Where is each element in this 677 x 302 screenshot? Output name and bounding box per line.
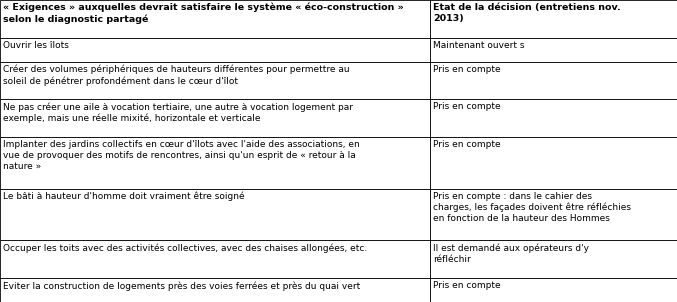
Text: Occuper les toits avec des activités collectives, avec des chaises allongées, et: Occuper les toits avec des activités col…: [3, 243, 367, 253]
Text: Implanter des jardins collectifs en cœur d'îlots avec l'aide des associations, e: Implanter des jardins collectifs en cœur…: [3, 140, 359, 171]
Text: Pris en compte : dans le cahier des
charges, les façades doivent être réfléchies: Pris en compte : dans le cahier des char…: [433, 192, 631, 223]
Text: Pris en compte: Pris en compte: [433, 281, 500, 290]
Bar: [430, 240, 677, 278]
Text: Pris en compte: Pris en compte: [433, 140, 500, 149]
Bar: [430, 99, 677, 137]
Bar: [0, 137, 430, 189]
Text: Maintenant ouvert s: Maintenant ouvert s: [433, 41, 525, 50]
Text: Etat de la décision (entretiens nov.
2013): Etat de la décision (entretiens nov. 201…: [433, 3, 621, 23]
Bar: [0, 240, 430, 278]
Text: Créer des volumes périphériques de hauteurs différentes pour permettre au
soleil: Créer des volumes périphériques de haute…: [3, 65, 349, 85]
Bar: [430, 189, 677, 240]
Bar: [0, 99, 430, 137]
Text: « Exigences » auxquelles devrait satisfaire le système « éco-construction »
selo: « Exigences » auxquelles devrait satisfa…: [3, 3, 403, 24]
Text: Pris en compte: Pris en compte: [433, 65, 500, 74]
Bar: [0, 38, 430, 62]
Bar: [430, 38, 677, 62]
Text: Il est demandé aux opérateurs d'y
réfléchir: Il est demandé aux opérateurs d'y réfléc…: [433, 243, 589, 264]
Text: Ne pas créer une aile à vocation tertiaire, une autre à vocation logement par
ex: Ne pas créer une aile à vocation tertiai…: [3, 102, 353, 123]
Bar: [0, 278, 430, 302]
Bar: [430, 62, 677, 99]
Bar: [430, 137, 677, 189]
Bar: [0, 189, 430, 240]
Text: Eviter la construction de logements près des voies ferrées et près du quai vert: Eviter la construction de logements près…: [3, 281, 360, 291]
Bar: [0, 62, 430, 99]
Bar: [430, 0, 677, 38]
Text: Le bâti à hauteur d'homme doit vraiment être soigné: Le bâti à hauteur d'homme doit vraiment …: [3, 192, 244, 201]
Bar: [0, 0, 430, 38]
Bar: [430, 278, 677, 302]
Text: Ouvrir les îlots: Ouvrir les îlots: [3, 41, 69, 50]
Text: Pris en compte: Pris en compte: [433, 102, 500, 111]
